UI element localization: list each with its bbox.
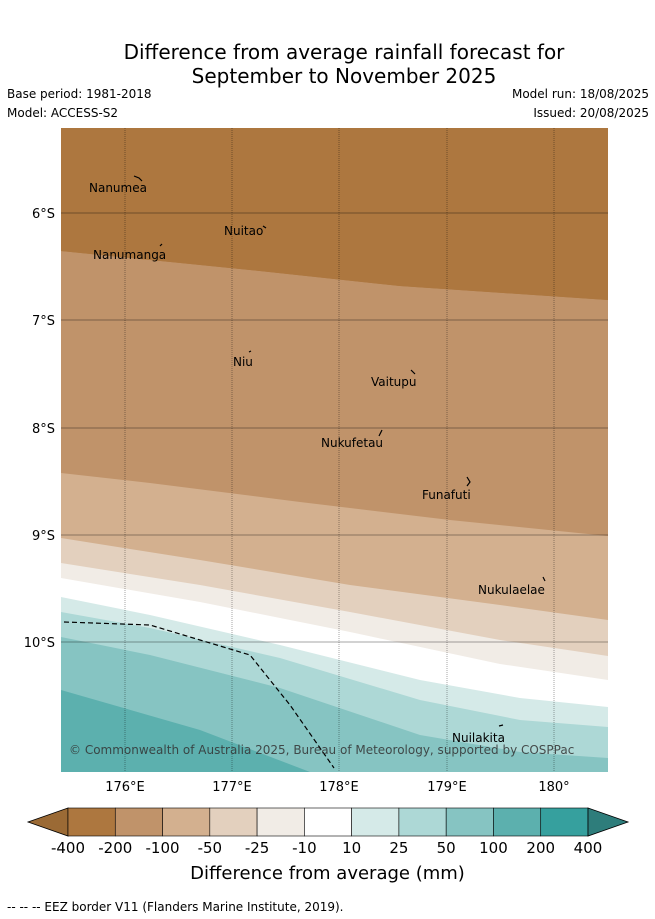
island-label-vaitupu: Vaitupu (371, 375, 417, 389)
colorbar-tick-label: 50 (437, 839, 456, 857)
lat-label-10s: 10°S (24, 636, 55, 651)
colorbar-segment (398, 807, 447, 837)
colorbar-segment (114, 807, 163, 837)
map-title: Difference from average rainfall forecas… (0, 40, 655, 88)
colorbar-tick-label: -400 (51, 839, 85, 857)
colorbar-tick-label: -25 (245, 839, 270, 857)
island-label-nanumanga: Nanumanga (93, 248, 166, 262)
lat-label-8s: 8°S (32, 422, 55, 437)
colorbar-tick-label: 25 (389, 839, 408, 857)
lat-label-7s: 7°S (32, 314, 55, 329)
lat-label-6s: 6°S (32, 207, 55, 222)
colorbar-segment (67, 807, 116, 837)
title-line-2: September to November 2025 (191, 64, 497, 88)
colorbar-segment (445, 807, 494, 837)
island-label-niu: Niu (233, 355, 253, 369)
eez-border (63, 621, 335, 769)
colorbar-segment (304, 807, 352, 837)
colorbar-segment (209, 807, 258, 837)
eez-legend-note: -- -- -- EEZ border V11 (Flanders Marine… (7, 900, 344, 914)
colorbar-tick-label: 100 (479, 839, 508, 857)
model-name: Model: ACCESS-S2 (7, 106, 119, 120)
colorbar: -400 -200 -100 -50 -25 -10 10 25 50 100 200 400 (26, 807, 630, 857)
colorbar-segment (256, 807, 305, 837)
colorbar-tick-label: -50 (198, 839, 223, 857)
island-label-funafuti: Funafuti (422, 488, 471, 502)
island-label-nuilakita: Nuilakita (452, 731, 505, 745)
colorbar-tick-label: -10 (292, 839, 317, 857)
colorbar-segment (351, 807, 400, 837)
copyright-notice: © Commonwealth of Australia 2025, Bureau… (69, 743, 574, 757)
lon-label-176e: 176°E (105, 780, 145, 795)
issued-date: Issued: 20/08/2025 (533, 106, 649, 120)
base-period: Base period: 1981-2018 (7, 87, 152, 101)
island-label-nanumea: Nanumea (89, 181, 147, 195)
colorbar-tick-label: 400 (574, 839, 603, 857)
colorbar-segment (493, 807, 542, 837)
colorbar-extend-low (26, 807, 69, 837)
model-run: Model run: 18/08/2025 (511, 87, 649, 101)
colorbar-tick-label: 10 (342, 839, 361, 857)
island-label-nukufetau: Nukufetau (321, 436, 383, 450)
band-plus-100 (61, 690, 310, 772)
colorbar-segment (540, 807, 589, 837)
lat-label-9s: 9°S (32, 529, 55, 544)
colorbar-tick-label: -200 (98, 839, 132, 857)
lon-label-180: 180° (538, 780, 569, 795)
rainfall-contours (61, 128, 608, 772)
colorbar-tick-label: -100 (146, 839, 180, 857)
lon-label-178e: 178°E (319, 780, 359, 795)
lon-label-179e: 179°E (427, 780, 467, 795)
colorbar-extend-high (587, 807, 630, 837)
lon-label-177e: 177°E (212, 780, 252, 795)
island-label-nukulaelae: Nukulaelae (478, 583, 545, 597)
island-label-nuitao: Nuitao (224, 224, 263, 238)
colorbar-label: Difference from average (mm) (190, 863, 465, 884)
gridlines (61, 128, 608, 772)
title-line-1: Difference from average rainfall forecas… (123, 40, 565, 64)
island-marks (133, 175, 546, 727)
colorbar-tick-label: 200 (526, 839, 555, 857)
colorbar-segment (162, 807, 211, 837)
